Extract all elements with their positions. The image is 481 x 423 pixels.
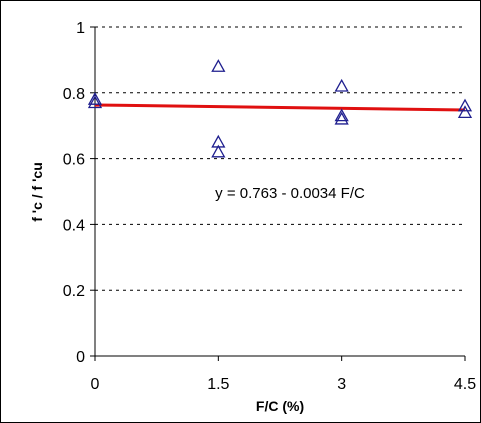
data-point-7 xyxy=(334,111,349,125)
y-axis-title: f 'c / f 'cu xyxy=(29,162,45,222)
x-tick-label-3: 3 xyxy=(337,376,346,393)
y-tick-label-0.8: 0.8 xyxy=(63,86,85,103)
data-point-5 xyxy=(334,78,349,92)
trendline xyxy=(94,103,466,112)
data-point-6 xyxy=(334,108,349,122)
data-point-0 xyxy=(87,92,103,105)
y-tick-label-1: 1 xyxy=(76,20,85,37)
data-point-4 xyxy=(211,144,226,158)
y-tick-label-0.4: 0.4 xyxy=(63,217,85,234)
data-point-1 xyxy=(87,95,103,109)
y-tick-label-0: 0 xyxy=(76,349,85,366)
gridlines xyxy=(95,26,465,291)
tick-labels: 0 0.2 0.4 0.6 0.8 1 0 1.5 3 4.5 xyxy=(63,20,476,393)
data-point-2 xyxy=(211,59,226,72)
data-point-8 xyxy=(457,98,473,112)
x-tick-label-1.5: 1.5 xyxy=(207,376,229,393)
data-point-9 xyxy=(457,105,473,118)
y-tick-label-0.2: 0.2 xyxy=(63,283,85,300)
axes xyxy=(90,26,466,361)
x-axis-title: F/C (%) xyxy=(256,398,304,414)
x-tick-label-0: 0 xyxy=(91,376,100,393)
x-tick-label-4.5: 4.5 xyxy=(454,376,476,393)
trendline-group xyxy=(94,103,466,112)
y-tick-label-0.6: 0.6 xyxy=(63,152,85,169)
trendline-equation: y = 0.763 - 0.0034 F/C xyxy=(215,185,365,202)
data-points xyxy=(87,59,473,158)
